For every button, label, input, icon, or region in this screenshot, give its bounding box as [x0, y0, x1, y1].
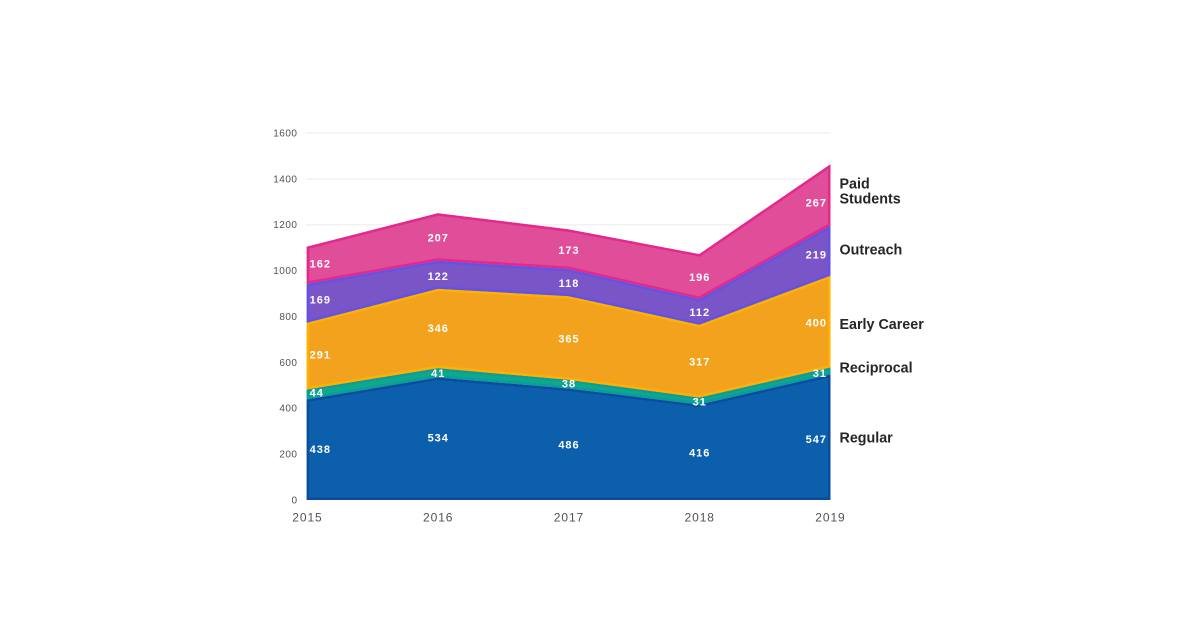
svg-text:112: 112: [689, 307, 710, 319]
svg-text:219: 219: [806, 249, 827, 261]
svg-text:31: 31: [813, 368, 827, 380]
svg-text:196: 196: [689, 272, 710, 284]
svg-text:173: 173: [558, 245, 579, 257]
svg-text:2015: 2015: [292, 510, 322, 524]
svg-text:Paid: Paid: [840, 177, 870, 193]
svg-text:2019: 2019: [815, 510, 845, 524]
svg-text:169: 169: [310, 295, 331, 307]
svg-text:800: 800: [279, 312, 297, 323]
svg-text:534: 534: [428, 433, 449, 445]
svg-text:400: 400: [279, 404, 297, 415]
svg-text:44: 44: [310, 387, 324, 399]
svg-text:Early Career: Early Career: [840, 317, 925, 333]
svg-text:122: 122: [428, 271, 449, 283]
svg-text:38: 38: [562, 378, 576, 390]
svg-text:0: 0: [291, 495, 297, 506]
svg-text:1600: 1600: [273, 128, 297, 139]
svg-text:291: 291: [310, 350, 331, 362]
svg-text:41: 41: [431, 368, 445, 380]
svg-text:486: 486: [558, 440, 579, 452]
svg-text:200: 200: [279, 450, 297, 461]
svg-text:1200: 1200: [273, 220, 297, 231]
svg-text:Students: Students: [840, 192, 901, 208]
svg-text:2017: 2017: [554, 510, 584, 524]
svg-text:1000: 1000: [273, 266, 297, 277]
svg-text:438: 438: [310, 444, 331, 456]
svg-text:547: 547: [806, 434, 827, 446]
svg-text:600: 600: [279, 358, 297, 369]
svg-text:207: 207: [428, 232, 449, 244]
svg-text:267: 267: [806, 198, 827, 210]
svg-text:400: 400: [806, 317, 827, 329]
svg-text:365: 365: [558, 333, 579, 345]
svg-text:162: 162: [310, 258, 331, 270]
svg-text:Outreach: Outreach: [840, 243, 903, 259]
svg-text:2016: 2016: [423, 510, 453, 524]
svg-text:118: 118: [559, 278, 580, 290]
svg-text:346: 346: [428, 323, 449, 335]
svg-text:2018: 2018: [685, 510, 715, 524]
svg-text:416: 416: [689, 448, 710, 460]
svg-text:Reciprocal: Reciprocal: [840, 361, 913, 377]
svg-text:1400: 1400: [273, 174, 297, 185]
svg-text:317: 317: [689, 356, 710, 368]
svg-text:Regular: Regular: [840, 431, 894, 447]
svg-text:31: 31: [693, 396, 707, 408]
